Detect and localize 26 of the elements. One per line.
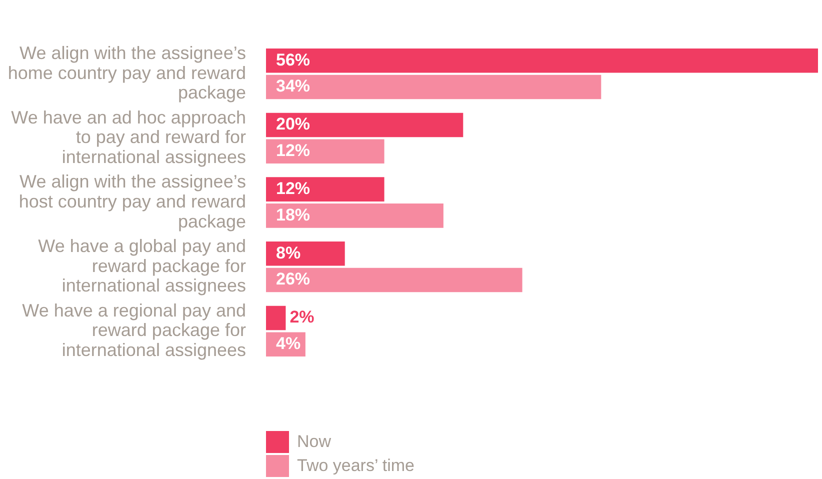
- data-label: 12%: [276, 179, 310, 198]
- bar: [266, 177, 384, 202]
- bar: [266, 112, 464, 138]
- bar: [266, 268, 522, 292]
- y-tick-label: We have a global pay and reward package for international assignees: [38, 236, 246, 296]
- bar: [266, 74, 602, 100]
- bar: [266, 204, 444, 228]
- data-label: 56%: [276, 50, 310, 70]
- bar: [266, 242, 345, 266]
- data-label: 20%: [276, 114, 310, 134]
- data-label: 34%: [276, 76, 310, 96]
- y-tick-label: We align with the assignee’s host country pay and reward package: [18, 172, 246, 232]
- data-label: 12%: [276, 141, 310, 160]
- y-tick-label: We have an ad hoc approach to pay and reward for international assignees: [11, 107, 246, 167]
- data-label: 8%: [276, 243, 301, 262]
- bar: [266, 139, 384, 164]
- bar: [266, 48, 818, 73]
- bar: [266, 306, 286, 330]
- data-label: 26%: [276, 270, 310, 289]
- y-tick-label: We align with the assignee’s home country pay and reward package: [8, 43, 246, 103]
- legend-label: Now: [297, 432, 332, 452]
- data-label: 2%: [290, 308, 314, 327]
- data-label: 4%: [276, 334, 301, 354]
- legend-label: Two years’ time: [297, 456, 414, 476]
- data-label: 18%: [276, 205, 310, 224]
- y-tick-label: We have a regional pay and reward package for international assignees: [22, 300, 246, 360]
